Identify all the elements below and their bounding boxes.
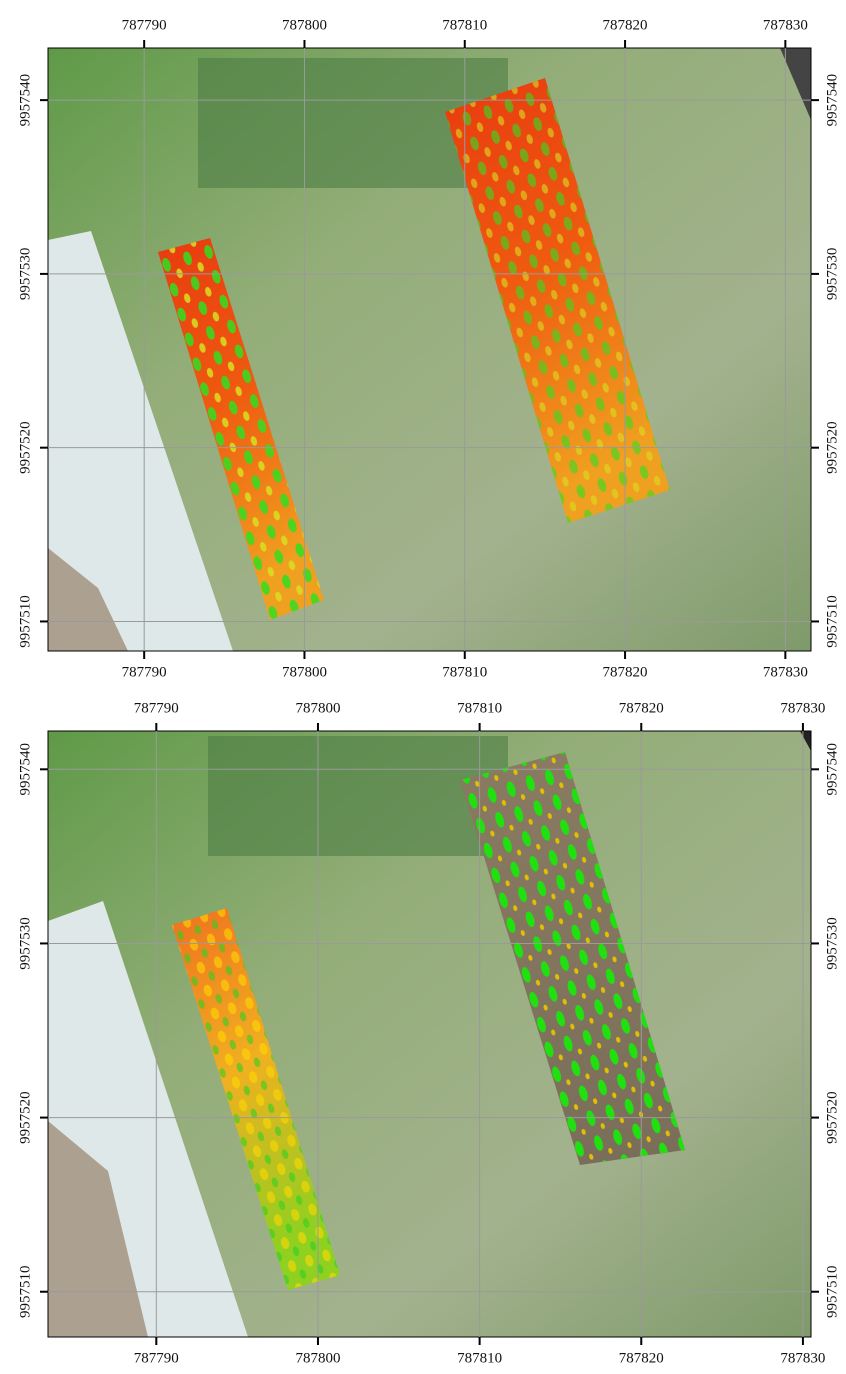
y-tick-label: 9957540 [17, 743, 33, 796]
y-tick-label: 9957510 [17, 595, 33, 648]
x-tick-label: 787830 [780, 1350, 825, 1366]
x-tick-label: 787790 [122, 17, 167, 33]
y-tick-label: 9957510 [17, 1265, 33, 1318]
y-tick-label: 9957520 [824, 421, 840, 474]
y-tick-label: 9957520 [17, 421, 33, 474]
x-tick-label: 787820 [619, 1350, 664, 1366]
x-tick-label: 787800 [295, 1350, 340, 1366]
crop-rows [208, 736, 508, 856]
map-panel [48, 731, 811, 1337]
figure: 787790 787790 787800 787800 787810 787810 7878… [0, 0, 846, 1374]
x-tick-label: 787800 [295, 700, 340, 716]
x-tick-label: 787830 [780, 700, 825, 716]
x-tick-label: 787810 [457, 1350, 502, 1366]
y-tick-label: 9957520 [824, 1091, 840, 1144]
y-tick-label: 9957540 [824, 74, 840, 127]
map-panel [48, 48, 811, 651]
x-tick-label: 787830 [763, 664, 808, 680]
x-tick-label: 787790 [122, 664, 167, 680]
x-tick-label: 787830 [763, 17, 808, 33]
x-tick-label: 787810 [442, 17, 487, 33]
y-tick-label: 9957530 [17, 248, 33, 301]
y-tick-label: 9957530 [824, 917, 840, 970]
x-tick-label: 787800 [282, 17, 327, 33]
y-tick-label: 9957530 [824, 248, 840, 301]
y-tick-label: 9957540 [17, 74, 33, 127]
y-tick-label: 9957510 [824, 595, 840, 648]
y-tick-label: 9957540 [824, 743, 840, 796]
x-tick-label: 787790 [134, 1350, 179, 1366]
x-tick-label: 787810 [457, 700, 502, 716]
y-tick-label: 9957510 [824, 1265, 840, 1318]
x-tick-label: 787810 [442, 664, 487, 680]
y-tick-label: 9957530 [17, 917, 33, 970]
x-tick-label: 787820 [619, 700, 664, 716]
x-tick-label: 787800 [282, 664, 327, 680]
x-tick-label: 787790 [134, 700, 179, 716]
x-tick-label: 787820 [603, 664, 648, 680]
y-tick-label: 9957520 [17, 1091, 33, 1144]
x-tick-label: 787820 [603, 17, 648, 33]
